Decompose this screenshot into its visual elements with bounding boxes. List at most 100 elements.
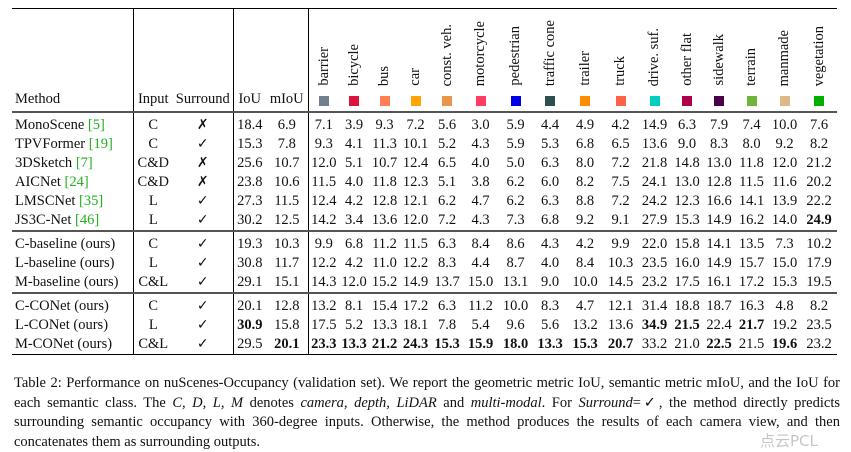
class-iou-cell: 12.0	[771, 155, 798, 171]
class-iou-cell: 5.1	[344, 155, 364, 171]
input-cell: L	[132, 316, 173, 335]
header-row: Method Input Surround IoU mIoU barrier bi…	[12, 8, 837, 113]
citation-link[interactable]: [46]	[75, 212, 100, 228]
class-iou-cell: 11.2	[372, 236, 397, 252]
class-iou-cell: 12.1	[402, 193, 429, 209]
iou-cell: 20.1	[232, 293, 266, 316]
class-iou-cell: 8.4	[471, 236, 490, 252]
class-color-swatch	[379, 96, 390, 106]
class-color-swatch	[580, 96, 590, 106]
watermark-logo: 点云PCL	[760, 432, 818, 450]
class-iou-cell: 8.0	[575, 155, 595, 171]
citation-link[interactable]: [35]	[79, 193, 104, 209]
class-iou-cell: 23.5	[806, 317, 832, 333]
class-iou-cell: 17.5	[671, 273, 703, 294]
caption-segment: denotes	[243, 394, 301, 411]
class-iou-cell: 9.9	[611, 236, 630, 252]
method-cell: M-CONet (ours)	[12, 335, 133, 355]
surround-cell: ✓	[196, 298, 209, 314]
class-iou-cell: 12.4	[402, 155, 429, 171]
class-iou-cell: 7.4	[742, 117, 761, 133]
citation-link[interactable]: [7]	[75, 155, 93, 171]
class-iou-cell: 18.7	[706, 298, 732, 314]
class-iou-cell: 15.0	[771, 255, 798, 271]
class-iou-cell: 8.8	[575, 193, 595, 209]
class-iou-cell: 22.0	[641, 236, 668, 252]
citation-link[interactable]: [19]	[88, 136, 113, 152]
class-iou-cell: 14.9	[641, 117, 668, 133]
class-label: bus	[376, 65, 393, 86]
class-iou-cell: 15.8	[674, 236, 700, 252]
caption-segment: multi-modal	[470, 394, 542, 411]
class-iou-cell: 8.1	[344, 298, 364, 314]
class-iou-cell: 4.4	[540, 117, 560, 133]
header-class: vegetation	[801, 8, 837, 113]
table-row: AICNet [24] C&D ✗ 23.8 10.6 11.5 4.0 11.8 12.3 5.…	[12, 173, 837, 192]
surround-cell: ✓	[173, 211, 233, 232]
class-iou-cell: 20.7	[603, 335, 638, 355]
citation-link[interactable]: [24]	[64, 174, 89, 190]
surround-cell: ✓	[173, 335, 233, 355]
class-iou-cell: 4.2	[611, 117, 630, 133]
class-iou-cell: 8.0	[742, 136, 761, 152]
miou-cell: 12.8	[274, 298, 300, 314]
miou-cell: 6.9	[277, 117, 296, 133]
class-iou-cell: 5.6	[437, 117, 457, 133]
class-iou-cell: 8.6	[506, 236, 525, 252]
table-row: C-baseline (ours) C ✓ 19.3 10.3 9.9 6.8 11.2 11.…	[12, 231, 837, 254]
input-cell: C	[132, 231, 173, 254]
class-iou-cell: 8.4	[575, 255, 595, 271]
class-iou-cell: 7.2	[611, 155, 630, 171]
class-iou-cell: 6.8	[344, 236, 364, 252]
class-color-swatch	[475, 96, 486, 106]
iou-cell: 18.4	[232, 112, 266, 135]
class-iou-cell: 18.0	[498, 335, 533, 355]
class-iou-cell: 14.1	[706, 236, 732, 252]
citation-link[interactable]: [5]	[87, 117, 105, 133]
header-class: other flat	[671, 8, 703, 113]
table-row: MonoScene [5] C ✗ 18.4 6.9 7.1 3.9 9.3 7.2 5.6 3.0…	[12, 112, 837, 135]
iou-cell: 30.8	[232, 254, 266, 273]
input-cell: L	[132, 192, 173, 211]
class-iou-cell: 4.4	[471, 255, 490, 271]
header-class: bus	[369, 8, 400, 113]
surround-cell: ✗	[196, 155, 209, 171]
method-name: M-baseline (ours)	[15, 274, 119, 290]
class-iou-cell: 9.3	[375, 117, 394, 133]
class-iou-cell: 13.3	[371, 317, 398, 333]
class-iou-cell: 4.3	[540, 236, 560, 252]
class-iou-cell: 11.0	[372, 255, 397, 271]
class-label: other flat	[678, 33, 695, 86]
class-label: truck	[612, 56, 629, 86]
class-iou-cell: 10.3	[607, 255, 634, 271]
class-color-swatch	[410, 96, 421, 106]
class-iou-cell: 9.0	[533, 273, 567, 294]
class-iou-cell: 17.5	[307, 316, 339, 335]
class-iou-cell: 10.7	[371, 155, 398, 171]
class-iou-cell: 13.9	[771, 193, 798, 209]
class-iou-cell: 7.2	[406, 117, 425, 133]
class-iou-cell: 7.9	[709, 117, 729, 133]
caption-segment: . For	[541, 394, 579, 411]
class-iou-cell: 3.8	[471, 174, 490, 190]
caption-segment: =✓, the method directly predicts surroun…	[14, 394, 840, 450]
class-iou-cell: 23.3	[307, 335, 339, 355]
class-iou-cell: 12.0	[400, 211, 431, 232]
class-color-swatch	[714, 96, 724, 106]
method-name: MonoScene	[15, 117, 85, 133]
input-cell: C	[132, 135, 173, 154]
miou-cell: 7.8	[277, 136, 296, 152]
header-class: barrier	[307, 8, 339, 113]
class-iou-cell: 4.7	[471, 193, 490, 209]
class-iou-cell: 9.2	[775, 136, 794, 152]
class-iou-cell: 13.3	[339, 335, 369, 355]
class-iou-cell: 13.7	[431, 273, 463, 294]
class-iou-cell: 12.2	[307, 254, 339, 273]
class-iou-cell: 4.0	[471, 155, 490, 171]
miou-cell: 11.7	[274, 255, 300, 271]
class-iou-cell: 6.5	[437, 155, 457, 171]
class-iou-cell: 8.2	[809, 298, 829, 314]
caption-segment: Surround	[578, 394, 633, 411]
class-iou-cell: 13.2	[307, 293, 339, 316]
class-iou-cell: 6.8	[575, 136, 595, 152]
